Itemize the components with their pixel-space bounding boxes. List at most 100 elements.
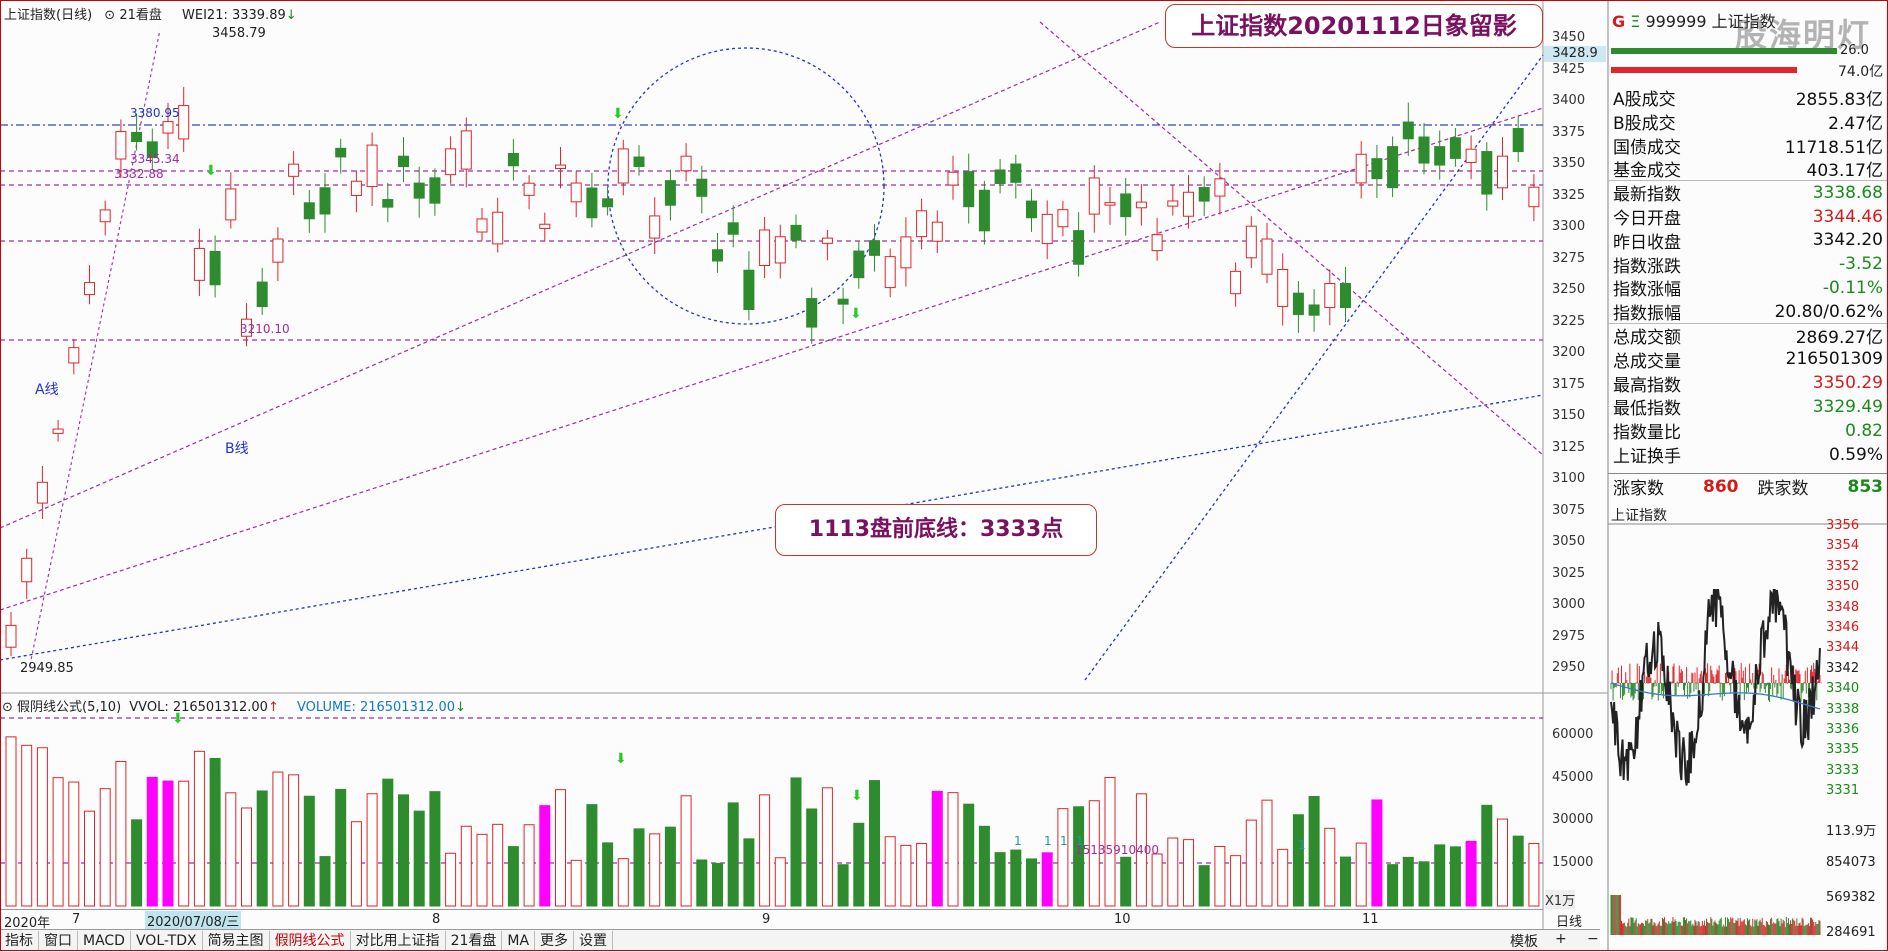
volume-formula-icon[interactable]: ⊙: [2, 700, 13, 715]
quote-value: 2869.27亿: [1795, 328, 1883, 348]
volume-bar: [916, 843, 928, 907]
volume-bar: [1198, 865, 1210, 907]
volume-bar: [350, 821, 362, 907]
month-label: 7: [72, 912, 81, 927]
quote-row: 总成交额 2869.27亿: [1611, 324, 1887, 348]
volume-bar: [1183, 839, 1194, 907]
quote-row: 国债成交 11718.51亿: [1611, 134, 1887, 158]
mini-price-label: 3336: [1826, 722, 1860, 737]
candle-body: [1261, 238, 1273, 275]
quote-value: 0.82: [1845, 420, 1883, 441]
candle-body: [382, 199, 394, 208]
volume-bar: [1026, 858, 1037, 907]
menu-icon[interactable]: Ξ: [1630, 12, 1641, 31]
quote-value: -0.11%: [1822, 277, 1883, 298]
candle-body: [821, 237, 833, 244]
mini-price-label: 3356: [1826, 518, 1860, 533]
price-axis-label: 3425: [1552, 61, 1586, 77]
indicator-tab[interactable]: 对比用上证指: [351, 931, 446, 951]
candle-body: [193, 247, 205, 281]
indicator-tab[interactable]: 窗口: [39, 931, 78, 951]
indicator-tab[interactable]: MA: [502, 931, 536, 951]
quote-row: 最低指数 3329.49: [1611, 395, 1887, 420]
candle-body: [1387, 146, 1399, 189]
indicator-tab[interactable]: MACD: [78, 931, 131, 951]
volume-bar: [429, 791, 441, 907]
candle-body: [366, 144, 378, 188]
line-a-label: A线: [35, 382, 59, 398]
volume-value: VOLUME: 216501312.00: [297, 700, 456, 715]
volume-bar: [963, 803, 975, 907]
period-label[interactable]: 日线: [1556, 915, 1583, 930]
volume-bar: [1041, 852, 1053, 907]
indicator-tab[interactable]: 假阴线公式: [270, 931, 351, 951]
indicator-tab[interactable]: 更多: [535, 931, 575, 951]
mini-price-label: 3354: [1826, 538, 1860, 554]
candle-body: [523, 182, 535, 196]
buy-arrow-icon: ⬇: [851, 788, 863, 804]
volume-bar: [162, 780, 174, 907]
mini-price-label: 3342: [1826, 660, 1860, 676]
mini-price-label: 3352: [1826, 558, 1860, 574]
volume-bar: [413, 810, 425, 907]
buy-arrow-icon: ⬇: [205, 163, 217, 179]
level-3210: 3210.10: [240, 322, 290, 336]
candle-body: [884, 256, 896, 289]
quote-label: 指数振幅: [1613, 304, 1681, 325]
volume-bar: [1387, 864, 1399, 907]
volume-bar: [853, 822, 865, 907]
indicator-tab[interactable]: 设置: [574, 931, 614, 951]
volume-bar: [1340, 856, 1351, 907]
candle-body: [617, 148, 629, 184]
view-toggle[interactable]: ⊙ 21看盘: [104, 8, 162, 23]
price-axis-label: 3100: [1552, 471, 1586, 486]
volume-bar: [445, 852, 457, 907]
low-label: 2949.85: [20, 661, 74, 676]
mini-chart-title[interactable]: 上证指数: [1611, 508, 1667, 524]
volume-bar: [523, 824, 535, 907]
volume-bar: [303, 795, 315, 907]
remove-button[interactable]: −: [1587, 931, 1599, 947]
candle-body: [5, 624, 17, 648]
quote-row: 昨日收盘 3342.20: [1611, 229, 1887, 253]
candle-body: [743, 269, 755, 311]
candle-body: [1340, 282, 1351, 309]
vol-axis-label: 30000: [1552, 812, 1594, 827]
intraday-chart: [1610, 589, 1822, 935]
volume-bar: [1497, 818, 1508, 907]
volume-bar: [1135, 793, 1147, 907]
candle-body: [774, 236, 786, 264]
indicator-tab[interactable]: VOL-TDX: [131, 931, 203, 951]
candle-body: [1449, 137, 1461, 159]
indicator-tab[interactable]: 简易主图: [203, 931, 270, 951]
volume-bar: [1167, 837, 1179, 907]
volume-bar: [5, 736, 17, 907]
volume-bar: [131, 819, 143, 907]
g-icon[interactable]: G: [1612, 12, 1626, 31]
price-axis-label: 3150: [1552, 408, 1586, 423]
month-label: 11: [1362, 912, 1379, 927]
template-button[interactable]: 模板: [1510, 934, 1538, 950]
volume-bar: [727, 802, 739, 907]
volume-bar: [570, 859, 582, 907]
candle-body: [1418, 136, 1430, 164]
quote-row: B股成交 2.47亿: [1611, 110, 1887, 134]
candle-body: [84, 282, 95, 296]
add-button[interactable]: +: [1555, 931, 1567, 947]
candle-body: [1120, 193, 1132, 218]
quote-label: 最低指数: [1613, 399, 1681, 420]
price-axis-label: 3250: [1552, 282, 1586, 297]
volume-bar: [790, 777, 802, 907]
advance-decline-row: 涨家数 860 跌家数 853: [1613, 476, 1883, 500]
quote-row: 指数量比 0.82: [1611, 419, 1887, 444]
volume-formula: 假阴线公式(5,10): [17, 700, 122, 715]
indicator-tab[interactable]: 21看盘: [446, 931, 503, 951]
volume-bar: [193, 750, 205, 907]
quote-row: 指数振幅 20.80/0.62%: [1611, 300, 1887, 325]
volume-bar: [476, 833, 488, 907]
candle-body: [790, 224, 802, 241]
indicator-tab[interactable]: 指标: [0, 931, 39, 951]
volume-bar: [1528, 843, 1540, 907]
candle-body: [162, 121, 174, 134]
